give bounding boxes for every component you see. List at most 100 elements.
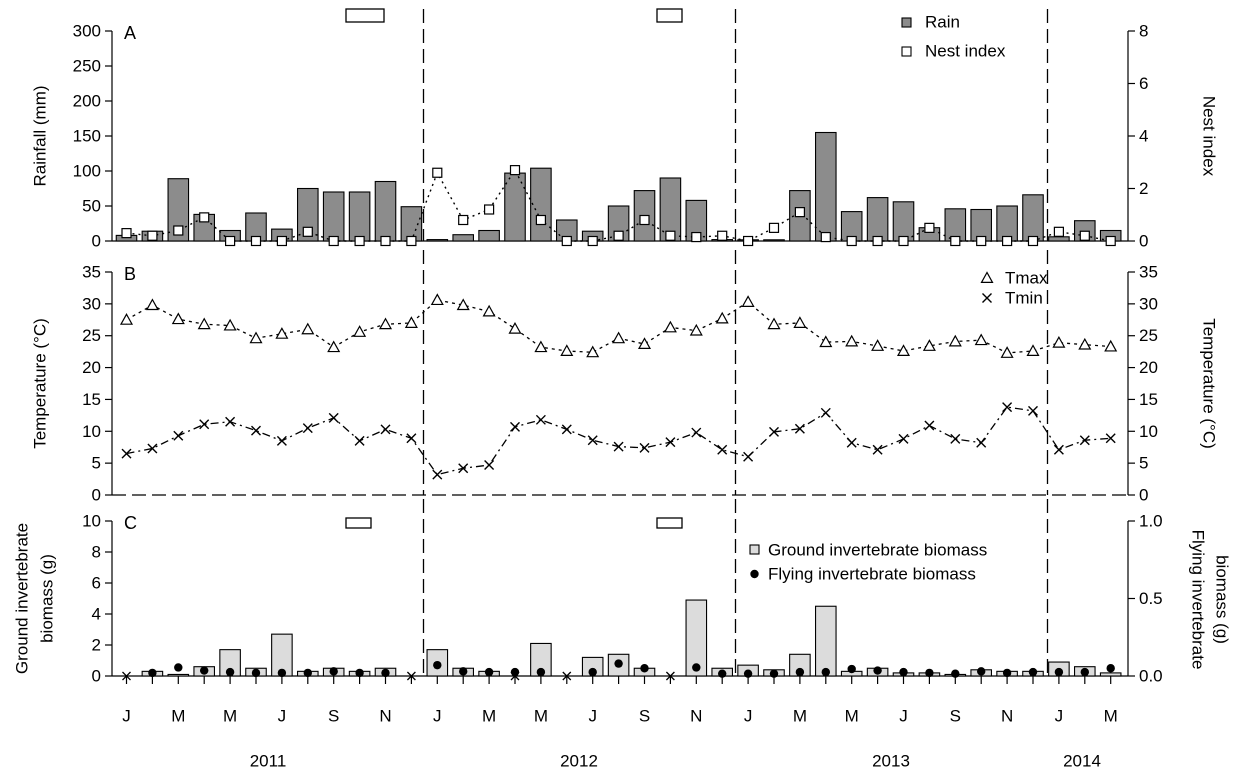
tmax-point — [974, 333, 988, 346]
tmin-point — [173, 430, 184, 441]
tmin-point — [380, 424, 391, 435]
tmax-point — [922, 339, 936, 351]
tmax-point — [327, 340, 341, 353]
x-month-label: N — [1001, 707, 1013, 726]
x-month-label: M — [482, 707, 496, 726]
x-month-label: N — [690, 707, 702, 726]
season-indicator — [345, 8, 385, 23]
flying-biomass-point — [588, 667, 597, 677]
tmax-point — [715, 311, 729, 324]
tmax-point — [612, 331, 626, 344]
tmin-point — [950, 433, 961, 444]
y-axis-title-right: Temperature (°C) — [1200, 318, 1219, 449]
left-tick-label: 0 — [92, 667, 101, 686]
rain-bar — [167, 178, 190, 242]
tmax-point — [767, 317, 781, 330]
flying-biomass-point — [510, 667, 520, 677]
left-tick-label: 4 — [92, 605, 101, 624]
right-tick-label: 30 — [1139, 294, 1158, 313]
rain-bar — [892, 201, 915, 242]
season-indicator — [656, 8, 683, 23]
legend-flying-marker — [750, 569, 759, 579]
tmin-point — [251, 425, 261, 436]
legend-nest-label: Nest index — [925, 42, 1006, 61]
rain-bar — [296, 187, 319, 242]
x-month-label: S — [639, 707, 650, 726]
x-axis: J M M J S N J M M J S N J M M J S N J M 2011 2012 2013 2014 — [122, 676, 1118, 771]
legend-rain-label: Rain — [925, 13, 960, 32]
rain-bar — [659, 177, 682, 242]
tmax-point — [948, 334, 962, 347]
legend-tmax-label: Tmax — [1005, 269, 1048, 288]
tmin-point — [535, 414, 546, 425]
panel-c: 0 2 4 6 8 10 0.0 0.5 1.0 Ground invertebrate bioma… — [13, 499, 1232, 686]
left-tick-label: 100 — [73, 162, 101, 181]
left-tick-label: 30 — [82, 294, 101, 313]
season-indicator — [656, 517, 683, 529]
rain-bar — [374, 180, 397, 242]
x-month-label: J — [899, 707, 908, 726]
tmax-point — [301, 322, 315, 335]
tmin-point — [691, 427, 702, 438]
flying-biomass-point — [1054, 667, 1064, 677]
tmin-point — [1002, 402, 1013, 413]
flying-biomass-point — [1002, 668, 1012, 678]
rain-bar — [866, 197, 889, 242]
flying-biomass-point — [925, 668, 934, 678]
x-month-label: M — [845, 707, 859, 726]
legend-tmax-marker — [980, 271, 994, 283]
right-tick-label: 4 — [1139, 127, 1148, 146]
tmin-point — [458, 463, 469, 474]
flying-biomass-point — [459, 667, 468, 676]
tmin-point — [639, 442, 650, 453]
tmax-point — [456, 298, 470, 311]
flying-biomass-point — [251, 668, 261, 678]
tmin-point — [872, 444, 883, 455]
tmax-point — [637, 337, 652, 349]
rain-bar — [426, 239, 449, 242]
tmax-point — [819, 335, 833, 348]
ground-biomass-bar — [167, 673, 190, 677]
tmax-point — [119, 313, 134, 325]
flying-biomass-point — [148, 668, 157, 678]
right-tick-label: 1.0 — [1139, 512, 1163, 531]
tmax-point — [793, 316, 807, 328]
flying-biomass-point — [225, 667, 235, 677]
tmin-line — [126, 406, 1111, 476]
tmin-point — [820, 407, 831, 418]
tmax-point — [508, 321, 522, 334]
nest-index-point — [276, 235, 287, 247]
flying-biomass-point — [692, 663, 701, 672]
tmin-point — [794, 423, 805, 434]
tmax-point — [871, 339, 885, 351]
tmin-point — [432, 469, 443, 480]
legend-nest-swatch — [901, 46, 912, 57]
tmax-point — [275, 327, 289, 339]
rain-bar — [996, 205, 1018, 242]
tmin-point — [121, 448, 132, 459]
right-tick-label: 5 — [1139, 454, 1148, 473]
flying-biomass-point — [873, 666, 882, 675]
y-axis-title-left-line1: Ground invertebrate — [13, 523, 32, 674]
right-tick-label: 0 — [1139, 232, 1148, 251]
y-axis-title-right-line1: Flying invertebrate — [1189, 530, 1208, 670]
left-tick-label: 0 — [92, 486, 101, 505]
panel-label: A — [124, 23, 136, 43]
flying-biomass-point — [899, 667, 908, 677]
nest-index-point — [354, 235, 365, 247]
flying-biomass-point — [718, 669, 727, 678]
nest-index-point — [768, 222, 780, 233]
flying-biomass-point — [484, 667, 494, 677]
right-tick-label: 25 — [1139, 326, 1158, 345]
tmin-point — [846, 437, 857, 448]
ground-biomass-bar — [814, 605, 837, 677]
panel-label: C — [124, 513, 137, 533]
left-tick-label: 10 — [82, 422, 101, 441]
tmax-point — [586, 345, 600, 358]
flying-biomass-point — [174, 663, 183, 672]
tmin-point — [1105, 433, 1116, 444]
flying-biomass-point — [614, 659, 623, 668]
x-month-label: J — [433, 707, 442, 726]
flying-biomass-point — [847, 664, 856, 674]
